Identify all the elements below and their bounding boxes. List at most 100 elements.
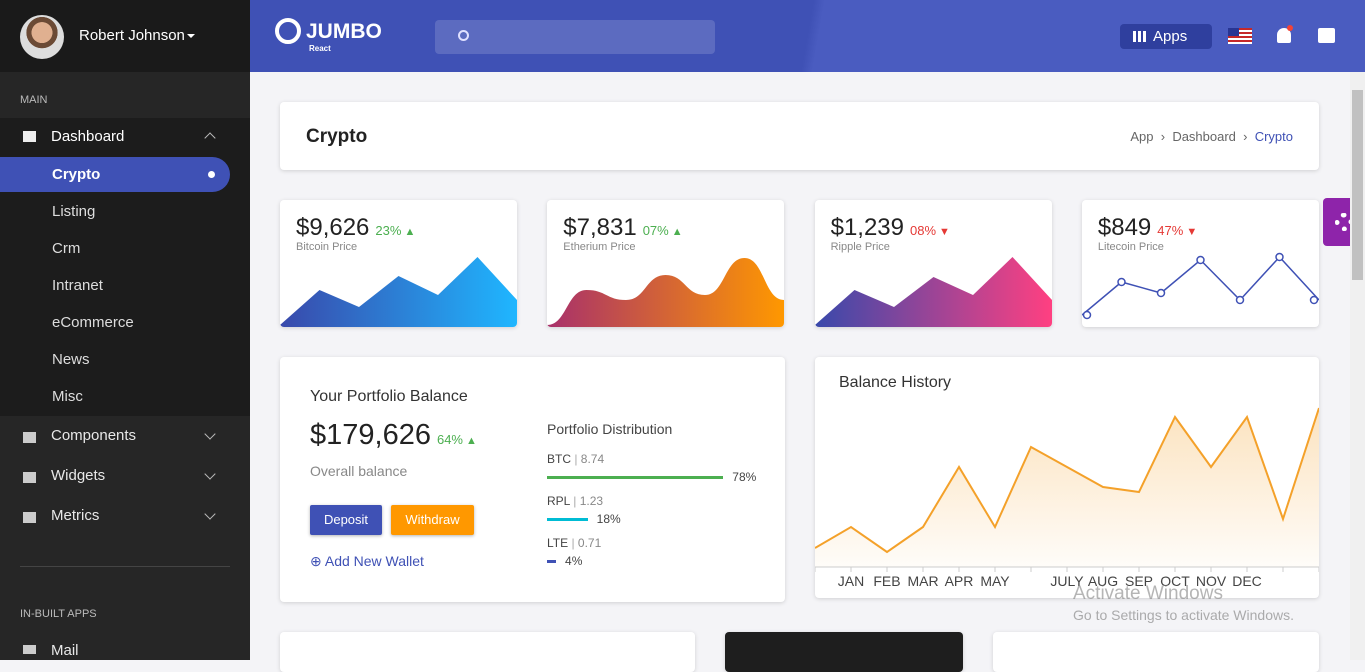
trend-arrow: ▲ bbox=[671, 226, 683, 238]
trend-arrow: ▼ bbox=[1186, 226, 1198, 238]
header: JUMBO React Apps bbox=[250, 0, 1365, 72]
submenu-item[interactable]: News bbox=[52, 351, 90, 368]
chevron bbox=[204, 468, 216, 480]
price-label: Bitcoin Price bbox=[296, 241, 358, 253]
price-card: $849 47% ▼ Litecoin Price bbox=[1081, 200, 1319, 327]
portfolio-title: Your Portfolio Balance bbox=[310, 388, 468, 405]
distribution-percent: 4% bbox=[565, 554, 583, 568]
price-change: 07% bbox=[642, 223, 669, 238]
sparkline-line bbox=[1081, 255, 1319, 316]
price-label: Etherium Price bbox=[563, 241, 636, 253]
price: $9,626 23% ▲ bbox=[296, 214, 415, 242]
distribution-label: BTC | 8.74 bbox=[547, 452, 604, 466]
x-tick-label: MAY bbox=[980, 573, 1010, 589]
user-bar: Robert Johnson bbox=[0, 0, 250, 72]
menu-icon bbox=[23, 472, 36, 483]
price-value: $849 bbox=[1097, 214, 1152, 241]
section-label: MAIN bbox=[20, 94, 48, 106]
sparkline-point bbox=[1235, 295, 1245, 305]
trend-arrow: ▼ bbox=[939, 226, 950, 238]
coin: BTC bbox=[547, 452, 571, 466]
deposit-button[interactable]: Deposit bbox=[310, 505, 382, 535]
price-card: $7,831 07% ▲ Etherium Price bbox=[547, 200, 785, 327]
divider bbox=[20, 566, 230, 567]
x-tick-label: JAN bbox=[838, 573, 864, 589]
submenu-item[interactable]: Crypto bbox=[52, 166, 101, 183]
flag[interactable] bbox=[1228, 28, 1252, 44]
x-tick-label: JULY bbox=[1050, 573, 1084, 589]
balance-history-title: Balance History bbox=[839, 374, 952, 391]
breadcrumb-item[interactable]: Dashboard bbox=[1172, 129, 1236, 144]
price-card: $1,239 08% ▼ Ripple Price bbox=[814, 200, 1052, 327]
price-card: $9,626 23% ▲ Bitcoin Price bbox=[280, 200, 517, 327]
menu-item[interactable]: Widgets bbox=[51, 467, 106, 484]
chevron bbox=[204, 508, 216, 520]
menu-item[interactable]: Metrics bbox=[51, 507, 100, 524]
menu-item[interactable]: Components bbox=[51, 427, 137, 444]
history-line bbox=[815, 407, 1319, 554]
active-dot bbox=[208, 171, 215, 178]
coin: RPL bbox=[547, 494, 570, 508]
user-name[interactable]: Robert Johnson bbox=[79, 27, 185, 44]
x-tick-label: AUG bbox=[1088, 573, 1118, 589]
x-tick-label: MAR bbox=[907, 573, 938, 589]
withdraw-button[interactable]: Withdraw bbox=[391, 505, 474, 535]
portfolio-card: Your Portfolio Balance $179,626 64% ▲ Ove… bbox=[280, 357, 785, 602]
page-title: Crypto bbox=[306, 126, 368, 147]
watermark-text: Go to Settings to activate Windows. bbox=[1073, 607, 1294, 623]
menu-icon bbox=[23, 432, 36, 443]
page-header: Crypto App › Dashboard › Crypto bbox=[280, 102, 1319, 170]
logo-sub: React bbox=[309, 44, 331, 53]
balance-history-card: Balance History JAN FEB MAR APR MAY JULY AUG SE… bbox=[815, 357, 1319, 598]
amount: 8.74 bbox=[580, 452, 605, 466]
price-change: 47% bbox=[1157, 223, 1184, 238]
distribution-bar bbox=[547, 560, 557, 563]
x-tick-label: SEP bbox=[1125, 573, 1153, 589]
active-item-bg bbox=[0, 157, 230, 192]
price-label: Litecoin Price bbox=[1097, 241, 1164, 253]
separator: | bbox=[571, 452, 581, 466]
submenu-item[interactable]: eCommerce bbox=[52, 314, 134, 331]
avatar bbox=[20, 15, 64, 59]
sparkline-area bbox=[547, 258, 785, 327]
card bbox=[725, 632, 963, 672]
breadcrumb: App › Dashboard › Crypto bbox=[1130, 129, 1293, 144]
section-label: IN-BUILT APPS bbox=[20, 608, 97, 620]
add-wallet[interactable]: ⊕ Add New Wallet bbox=[310, 553, 424, 569]
menu-item[interactable]: Mail bbox=[51, 642, 79, 659]
distribution-title: Portfolio Distribution bbox=[547, 421, 673, 437]
submenu-item[interactable]: Intranet bbox=[52, 277, 103, 294]
chevron bbox=[204, 428, 216, 440]
scrollbar bbox=[1350, 72, 1365, 660]
breadcrumb-item[interactable]: App bbox=[1130, 129, 1154, 144]
message-icon[interactable] bbox=[1318, 28, 1335, 43]
x-tick-label: NOV bbox=[1196, 573, 1227, 589]
submenu-item[interactable]: Crm bbox=[52, 240, 81, 257]
user-caret[interactable] bbox=[187, 34, 195, 42]
distribution-label: LTE | 0.71 bbox=[547, 536, 601, 550]
sparkline-point bbox=[1196, 255, 1205, 265]
sparkline bbox=[814, 257, 1052, 327]
apps-button[interactable]: Apps bbox=[1120, 24, 1212, 49]
apps-label: Apps bbox=[1153, 28, 1188, 45]
balance-history-chart: JAN FEB MAR APR MAY JULY AUG SEP OCT NOV DEC bbox=[815, 407, 1319, 589]
card bbox=[280, 632, 695, 672]
sparkline-point bbox=[1275, 252, 1284, 262]
submenu-item[interactable]: Listing bbox=[52, 203, 96, 220]
amount: 1.23 bbox=[579, 494, 604, 508]
logo[interactable]: JUMBO bbox=[306, 20, 382, 43]
price-value: $1,239 bbox=[830, 214, 904, 241]
price: $1,239 08% ▼ bbox=[831, 214, 950, 242]
distribution-percent: 78% bbox=[732, 470, 757, 484]
sparkline-point bbox=[1082, 310, 1092, 320]
menu-item[interactable]: Dashboard bbox=[51, 128, 125, 145]
sparkline-point bbox=[1117, 277, 1126, 287]
sparkline-point bbox=[1156, 288, 1166, 298]
notification-icon[interactable] bbox=[1277, 25, 1293, 43]
submenu-item[interactable]: Misc bbox=[52, 388, 83, 405]
distribution-bar bbox=[547, 476, 724, 479]
search-box[interactable] bbox=[435, 20, 715, 54]
amount: 0.71 bbox=[577, 536, 602, 550]
separator: | bbox=[569, 494, 580, 508]
